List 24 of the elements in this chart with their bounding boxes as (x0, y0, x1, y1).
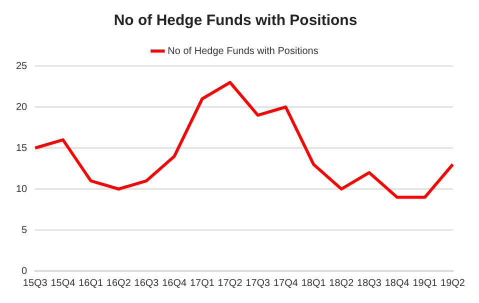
x-tick-label: 16Q1 (78, 278, 104, 289)
x-tick-label: 17Q3 (246, 278, 271, 289)
x-tick-label: 18Q1 (301, 278, 326, 289)
x-tick-label: 17Q1 (190, 278, 215, 289)
x-tick-label: 15Q4 (50, 278, 76, 289)
x-tick-label: 18Q2 (329, 278, 354, 289)
x-tick-label: 19Q1 (412, 278, 438, 289)
x-tick-label: 17Q2 (218, 278, 243, 289)
y-tick-label: 5 (22, 224, 28, 236)
x-tick-label: 16Q3 (134, 278, 160, 289)
y-tick-label: 20 (16, 102, 28, 113)
x-tick-label: 16Q2 (106, 278, 132, 289)
y-tick-label: 15 (16, 142, 28, 154)
y-tick-label: 25 (16, 60, 28, 72)
x-tick-label: 18Q3 (357, 278, 382, 289)
legend-label: No of Hedge Funds with Positions (168, 46, 318, 57)
x-tick-label: 18Q4 (384, 278, 410, 289)
x-tick-label: 19Q2 (440, 278, 466, 289)
x-tick-label: 15Q3 (22, 278, 48, 289)
chart-title: No of Hedge Funds with Positions (114, 12, 358, 30)
x-tick-label: 17Q4 (273, 278, 298, 289)
y-tick-label: 10 (16, 184, 28, 195)
x-tick-label: 16Q4 (162, 278, 188, 289)
y-tick-label: 0 (22, 266, 28, 277)
